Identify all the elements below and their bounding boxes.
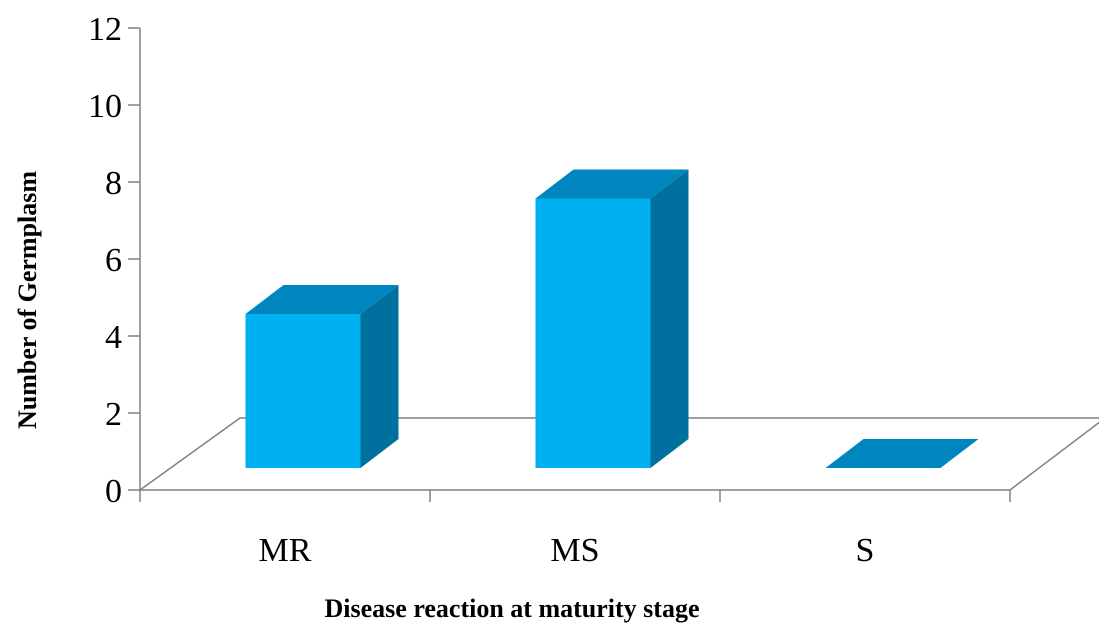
y-axis-title: Number of Germplasm — [13, 171, 42, 429]
y-tick-label: 8 — [105, 165, 122, 202]
bar-side — [360, 285, 399, 468]
x-tick-label: MS — [550, 532, 599, 569]
x-tick-label: S — [856, 532, 875, 569]
bar-top — [245, 285, 399, 314]
chart-labels: 0 2 4 6 8 10 12 MR MS S — [88, 11, 874, 569]
x-tick-label: MR — [259, 532, 312, 569]
y-tick-label: 2 — [105, 396, 122, 433]
y-tick-label: 12 — [88, 11, 122, 48]
bar-s — [825, 439, 979, 468]
bar-top — [825, 439, 979, 468]
y-tick-label: 6 — [105, 242, 122, 279]
bar-front — [535, 198, 651, 468]
bar-top — [535, 169, 689, 199]
bar-front — [245, 314, 361, 468]
bar-ms — [535, 169, 689, 468]
y-tick-label: 0 — [105, 473, 122, 510]
bar-mr — [245, 285, 399, 468]
x-axis-title: Disease reaction at maturity stage — [325, 594, 700, 623]
y-tick-label: 10 — [88, 88, 122, 125]
y-tick-label: 4 — [105, 319, 122, 356]
bar-side — [650, 169, 689, 468]
chart-bars — [245, 169, 979, 468]
